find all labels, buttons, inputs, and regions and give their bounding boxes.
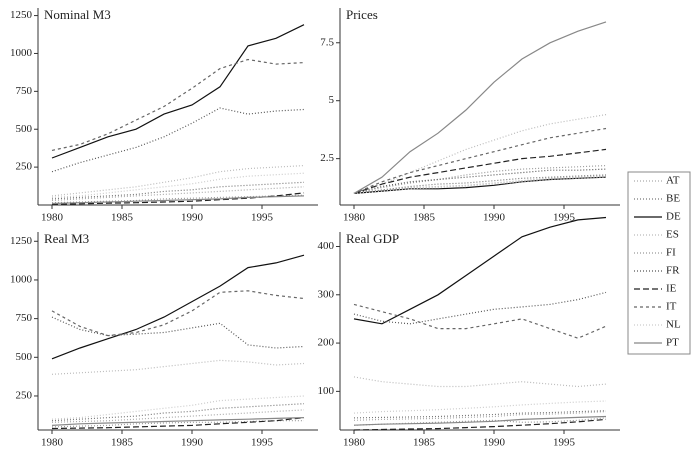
- series-line: [353, 114, 607, 194]
- y-tick-label: 250: [16, 161, 33, 173]
- y-tick-label: 400: [318, 240, 335, 252]
- legend-label: DE: [666, 211, 681, 223]
- legend-label: PT: [666, 337, 679, 349]
- series-line: [353, 410, 607, 419]
- x-tick-label: 1980: [343, 437, 366, 449]
- series-line: [51, 254, 305, 360]
- series-line: [353, 165, 607, 194]
- series-line: [51, 195, 305, 205]
- series-line: [353, 415, 607, 426]
- x-tick-label: 1985: [111, 437, 134, 449]
- y-tick-label: 1250: [10, 9, 33, 21]
- series-line: [353, 148, 607, 194]
- y-tick-label: 7.5: [320, 36, 334, 48]
- panel-title: Real GDP: [346, 231, 399, 246]
- series-line: [51, 107, 305, 173]
- legend-label: IT: [666, 301, 677, 313]
- legend-box: [627, 171, 691, 355]
- series-line: [51, 359, 305, 375]
- series-line: [51, 316, 305, 349]
- y-tick-label: 750: [16, 85, 33, 97]
- x-tick-label: 1995: [553, 437, 576, 449]
- series-line: [51, 194, 305, 204]
- y-tick-label: 2.5: [320, 152, 334, 164]
- x-tick-label: 1990: [181, 212, 204, 224]
- series-line: [51, 290, 305, 337]
- series-line: [353, 127, 607, 194]
- y-tick-label: 100: [318, 385, 335, 397]
- legend-label: BE: [666, 193, 680, 205]
- y-tick-label: 5: [329, 94, 335, 106]
- panel-title: Prices: [346, 7, 378, 22]
- legend-label: FR: [666, 265, 680, 277]
- x-tick-label: 1985: [413, 437, 436, 449]
- x-tick-label: 1985: [111, 212, 134, 224]
- x-tick-label: 1995: [251, 212, 274, 224]
- y-tick-label: 750: [16, 312, 33, 324]
- x-tick-label: 1980: [41, 212, 64, 224]
- legend-label: ES: [666, 229, 679, 241]
- panel-title: Real M3: [44, 231, 89, 246]
- series-line: [51, 395, 305, 420]
- legend-label: FI: [666, 247, 676, 259]
- series-line: [353, 216, 607, 325]
- series-line: [51, 417, 305, 426]
- legend-label: AT: [666, 175, 680, 187]
- x-tick-label: 1990: [483, 212, 506, 224]
- y-tick-label: 1000: [10, 47, 33, 59]
- y-tick-label: 500: [16, 123, 33, 135]
- series-line: [353, 418, 607, 431]
- series-line: [353, 411, 607, 421]
- x-tick-label: 1995: [251, 437, 274, 449]
- series-line: [51, 165, 305, 197]
- series-line: [51, 403, 305, 422]
- series-line: [353, 21, 607, 194]
- x-tick-label: 1995: [553, 212, 576, 224]
- series-line: [51, 58, 305, 151]
- series-line: [51, 172, 305, 198]
- series-line: [51, 186, 305, 202]
- y-tick-label: 200: [318, 337, 335, 349]
- series-line: [51, 24, 305, 159]
- x-tick-label: 1990: [483, 437, 506, 449]
- legend-label: NL: [666, 319, 681, 331]
- series-line: [51, 409, 305, 423]
- x-tick-label: 1990: [181, 437, 204, 449]
- x-tick-label: 1980: [41, 437, 64, 449]
- series-line: [353, 175, 607, 194]
- series-line: [51, 417, 305, 430]
- series-line: [353, 176, 607, 194]
- legend-label: IE: [666, 283, 677, 295]
- x-tick-label: 1985: [413, 212, 436, 224]
- y-tick-label: 250: [16, 390, 33, 402]
- panel-title: Nominal M3: [44, 7, 111, 22]
- x-tick-label: 1980: [343, 212, 366, 224]
- y-tick-label: 300: [318, 288, 335, 300]
- y-tick-label: 500: [16, 351, 33, 363]
- series-line: [353, 291, 607, 325]
- y-tick-label: 1250: [10, 235, 33, 247]
- y-tick-label: 1000: [10, 273, 33, 285]
- series-line: [353, 400, 607, 414]
- series-line: [353, 174, 607, 194]
- series-line: [51, 181, 305, 200]
- series-line: [353, 376, 607, 388]
- series-line: [353, 303, 607, 339]
